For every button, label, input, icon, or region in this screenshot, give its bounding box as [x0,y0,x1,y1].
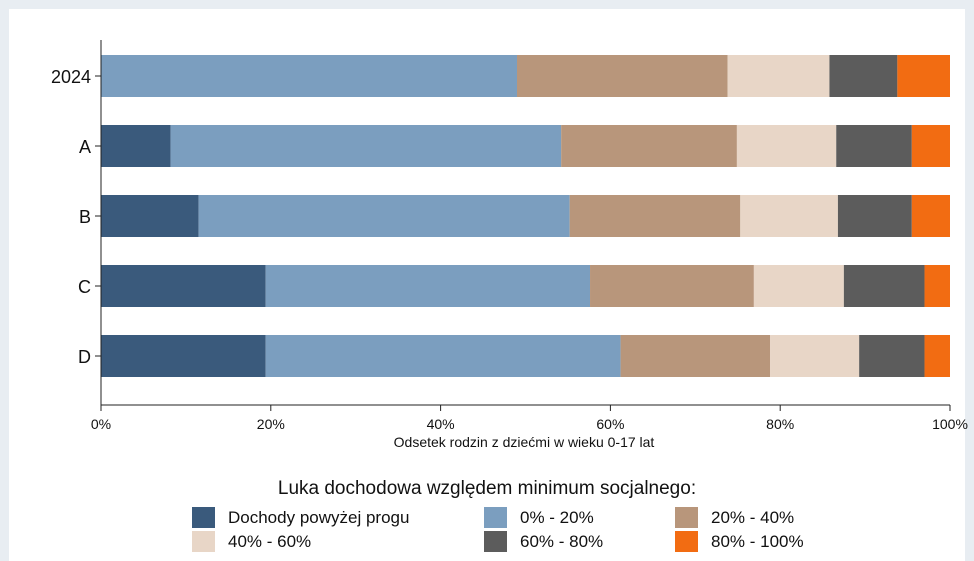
x-axis-label: Odsetek rodzin z dziećmi w wieku 0-17 la… [394,434,655,450]
bar-segment-b-3 [740,195,838,237]
bar-segment-a-4 [836,125,912,167]
x-tick-label: 100% [932,416,968,432]
x-tick-label: 60% [596,416,624,432]
bars-group [101,55,950,377]
bar-segment-b-1 [198,195,570,237]
bar-segment-c-1 [265,265,591,307]
bar-segment-d-2 [620,335,771,377]
x-tick-label: 0% [91,416,111,432]
bar-segment-2024-2 [517,55,728,97]
bar-segment-2024-3 [727,55,830,97]
legend-label: 60% - 80% [520,531,604,551]
bar-segment-2024-5 [897,55,950,97]
y-tick-label: C [78,277,91,297]
bar-segment-a-0 [101,125,171,167]
y-tick-label: A [79,137,91,157]
bar-segment-d-5 [924,335,950,377]
legend-swatch [675,507,698,528]
bar-segment-d-3 [770,335,860,377]
x-tick-label: 80% [766,416,794,432]
legend-item: 80% - 100% [675,531,804,552]
bar-segment-a-1 [170,125,562,167]
legend-swatch [192,507,215,528]
bar-segment-a-2 [561,125,737,167]
legend-item: 20% - 40% [675,507,794,528]
bar-segment-b-2 [569,195,741,237]
bar-segment-b-4 [837,195,912,237]
legend-label: 20% - 40% [711,507,795,527]
bar-segment-b-5 [911,195,950,237]
legend-swatch [192,531,215,552]
legend-title: Luka dochodowa względem minimum socjalne… [277,478,697,499]
legend-label: 0% - 20% [520,507,594,527]
legend-label: Dochody powyżej progu [228,507,410,527]
bar-segment-b-0 [101,195,199,237]
y-tick-label: 2024 [51,67,91,87]
x-tick-label: 20% [257,416,285,432]
bar-segment-c-5 [924,265,950,307]
bar-segment-2024-4 [829,55,898,97]
y-tick-label: D [78,347,91,367]
bar-segment-d-1 [265,335,621,377]
bar-segment-2024-1 [101,55,518,97]
legend-swatch [484,507,507,528]
legend-item: Dochody powyżej progu [192,507,409,528]
legend-swatch [484,531,507,552]
legend-label: 40% - 60% [228,531,312,551]
x-tick-label: 40% [427,416,455,432]
x-axis: 0% 20% 40% 60% 80% 100% [91,404,968,432]
legend-item: 40% - 60% [192,531,311,552]
legend-label: 80% - 100% [711,531,804,551]
bar-segment-d-4 [859,335,925,377]
bar-segment-a-3 [736,125,837,167]
bar-segment-c-3 [753,265,844,307]
legend-item: 0% - 20% [484,507,594,528]
bar-segment-c-4 [843,265,925,307]
legend-item: 60% - 80% [484,531,603,552]
bar-segment-d-0 [101,335,266,377]
y-axis: 2024 A B C D [51,40,102,405]
bar-segment-c-2 [590,265,754,307]
bar-segment-c-0 [101,265,266,307]
y-tick-label: B [79,207,91,227]
legend-swatch [675,531,698,552]
bar-segment-a-5 [911,125,950,167]
